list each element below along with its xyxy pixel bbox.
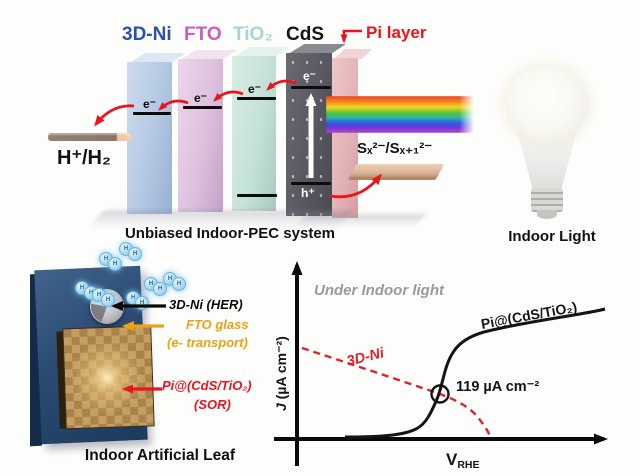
h-bubble: H: [128, 247, 142, 261]
ni-electron-level: [133, 112, 171, 115]
x-axis-label: VRHE: [446, 450, 480, 471]
polysulfide-redox-bar: [347, 164, 445, 180]
series-label-pi: Pi@(CdS/TiO₂): [480, 298, 579, 331]
layer-label-tio2: TiO₂: [233, 24, 273, 45]
annotation-3dni-her: 3D-Ni (HER): [169, 297, 243, 312]
photoelectrode-glow: [63, 326, 154, 429]
electron-label: e⁻: [248, 82, 262, 96]
artificial-leaf-caption: Indoor Artificial Leaf: [84, 447, 236, 464]
rainbow-light-beam: [326, 96, 474, 133]
h-bubble: H: [172, 277, 186, 291]
tio2-valence-level: [237, 194, 277, 197]
h-bubble: H: [135, 296, 149, 310]
annotation-sor: (SOR): [194, 397, 231, 412]
h2-redox-bar: [48, 133, 131, 141]
h2-redox-label: H⁺/H₂: [57, 147, 111, 169]
bulb-glass: [505, 66, 589, 142]
hole-label: h⁺: [301, 186, 315, 200]
curve-pi-cds-tio2: [344, 307, 606, 439]
layer-label-3dni: 3D-Ni: [122, 24, 172, 45]
jv-plot: Under Indoor light Pi@(CdS/TiO₂) 3D-Ni 1…: [273, 261, 608, 471]
annotation-pi-cds-tio2: Pi@(CdS/TiO₂): [162, 378, 252, 393]
fto-slab-top: [180, 50, 237, 60]
electron-label: e⁻: [303, 69, 317, 83]
h2-bubble-pair: H H: [163, 272, 187, 291]
y-axis-label: J (µA cm⁻²): [273, 336, 289, 411]
plot-condition-label: Under Indoor light: [314, 282, 445, 299]
cds-hole-level: [291, 182, 331, 185]
h-bubble: H: [108, 257, 122, 271]
cds-electron-level: [291, 86, 331, 89]
h-bubble: H: [153, 282, 167, 296]
pec-system-caption: Unbiased Indoor-PEC system: [124, 225, 336, 242]
h2-bubble-pair: H H: [92, 288, 116, 307]
current-annotation: 119 µA cm⁻²: [456, 379, 539, 395]
annotation-fto-glass: FTO glass: [186, 317, 249, 332]
ni-slab: [127, 62, 172, 214]
indoor-light-caption: Indoor Light: [508, 228, 596, 245]
arrow-pi-layer-pointer: [340, 29, 362, 44]
bulb-tip: [537, 210, 557, 219]
pi-layer-slab: [332, 58, 358, 218]
fto-electron-level: [183, 106, 222, 109]
tio2-electron-level: [237, 97, 276, 100]
h-bubble: H: [101, 293, 115, 307]
h2-bubble-pair: H H: [144, 277, 168, 296]
tio2-slab-top: [234, 47, 290, 57]
electron-label: e⁻: [194, 91, 208, 105]
fto-slab: [178, 59, 223, 212]
ni-slab-top: [129, 53, 186, 63]
layer-label-fto: FTO: [184, 24, 222, 45]
bulb-screw-base: [531, 188, 563, 212]
polysulfide-redox-label: Sₓ²⁻/Sₓ₊₁²⁻: [357, 140, 433, 157]
layer-label-cds: CdS: [286, 24, 324, 45]
annotation-e-transport: (e- transport): [167, 335, 248, 350]
h2-bubble-pair: H H: [119, 242, 143, 261]
electron-label: e⁻: [143, 97, 157, 111]
cds-slab-top: [288, 44, 346, 54]
h2-bubble-pair: H H: [126, 291, 150, 310]
pi-layer-slab-top: [334, 49, 372, 59]
tio2-slab: [232, 56, 276, 211]
intersection-marker: [430, 384, 450, 404]
series-label-3dni: 3D-Ni: [345, 345, 387, 370]
h2-bubble-pair: H H: [75, 281, 99, 300]
h2-bubble-pair: H H: [99, 252, 123, 271]
photoelectrode-panel: [56, 325, 155, 430]
pi-layer-label: Pi layer: [366, 23, 427, 42]
curve-3dni: [301, 346, 492, 438]
